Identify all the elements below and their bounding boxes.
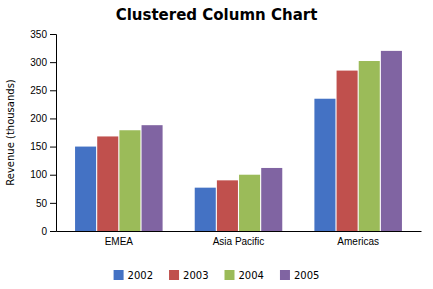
y-axis: 0 50 100 150 200 250 300 350: [30, 29, 56, 237]
y-tick-mark: [50, 231, 56, 232]
y-tick: 0: [41, 226, 56, 237]
bar: [381, 51, 402, 231]
y-axis-line: [50, 35, 57, 232]
x-axis-line: [57, 231, 422, 232]
y-tick: 50: [36, 198, 56, 209]
bar: [119, 130, 140, 231]
y-tick-label: 100: [30, 169, 47, 180]
legend-label: 2002: [128, 270, 153, 281]
y-tick: 150: [30, 141, 56, 152]
legend: 2002 2003 2004 2005: [114, 270, 320, 281]
y-tick-mark: [50, 90, 56, 91]
y-tick-label: 150: [30, 141, 47, 152]
y-tick-label: 350: [30, 29, 47, 40]
bar-series: [142, 51, 402, 231]
title: Clustered Column Chart: [116, 6, 318, 24]
bar: [314, 99, 335, 231]
legend-swatch: [225, 270, 235, 280]
y-tick-label: 0: [41, 226, 47, 237]
legend-label: 2003: [183, 270, 208, 281]
chart: 0 50 100 150 200 250 300 350 EMEA Asia Pacific Ame…: [0, 0, 433, 289]
y-tick-label: 200: [30, 113, 47, 124]
legend-item: 2002: [114, 270, 153, 281]
bar: [239, 175, 260, 231]
bar-series: [97, 71, 357, 231]
bars: [75, 51, 402, 231]
bar: [142, 125, 163, 231]
y-tick-mark: [50, 175, 56, 176]
bar-series: [119, 61, 379, 231]
legend-label: 2005: [294, 270, 319, 281]
bar: [337, 71, 358, 231]
y-tick-label: 50: [36, 198, 48, 209]
plot: 0 50 100 150 200 250 300 350 EMEA Asia Pacific Ame…: [30, 29, 421, 247]
bar-series: [75, 99, 335, 231]
y-tick-mark: [50, 147, 56, 148]
legend-swatch: [114, 270, 124, 280]
x-tick: EMEA: [105, 236, 134, 247]
y-tick: 300: [30, 57, 56, 68]
legend-item: 2004: [225, 270, 264, 281]
y-tick-label: 250: [30, 85, 47, 96]
x-axis: EMEA Asia Pacific Americas: [57, 232, 422, 248]
x-tick-label: Asia Pacific: [213, 236, 265, 247]
y-tick-mark: [50, 203, 56, 204]
bar: [359, 61, 380, 231]
x-tick-label: EMEA: [105, 236, 134, 247]
legend-label: 2004: [239, 270, 264, 281]
legend-swatch: [169, 270, 179, 280]
x-tick-label: Americas: [337, 236, 379, 247]
legend-swatch: [280, 270, 290, 280]
bar: [97, 136, 118, 231]
y-tick: 350: [30, 29, 56, 40]
x-tick: Americas: [337, 236, 379, 247]
y-tick: 250: [30, 85, 56, 96]
y-tick: 200: [30, 113, 56, 124]
x-tick: Asia Pacific: [213, 236, 265, 247]
bar: [217, 180, 238, 231]
y-tick: 100: [30, 169, 56, 180]
y-tick-mark: [50, 118, 56, 119]
y-tick-label: 300: [30, 57, 47, 68]
legend-item: 2003: [169, 270, 208, 281]
y-axis-title: Revenue (thousands): [5, 79, 16, 186]
y-tick-mark: [50, 62, 56, 63]
bar: [75, 147, 96, 231]
bar: [261, 168, 282, 231]
bar: [195, 188, 216, 231]
legend-item: 2005: [280, 270, 319, 281]
y-tick-mark: [50, 34, 56, 35]
